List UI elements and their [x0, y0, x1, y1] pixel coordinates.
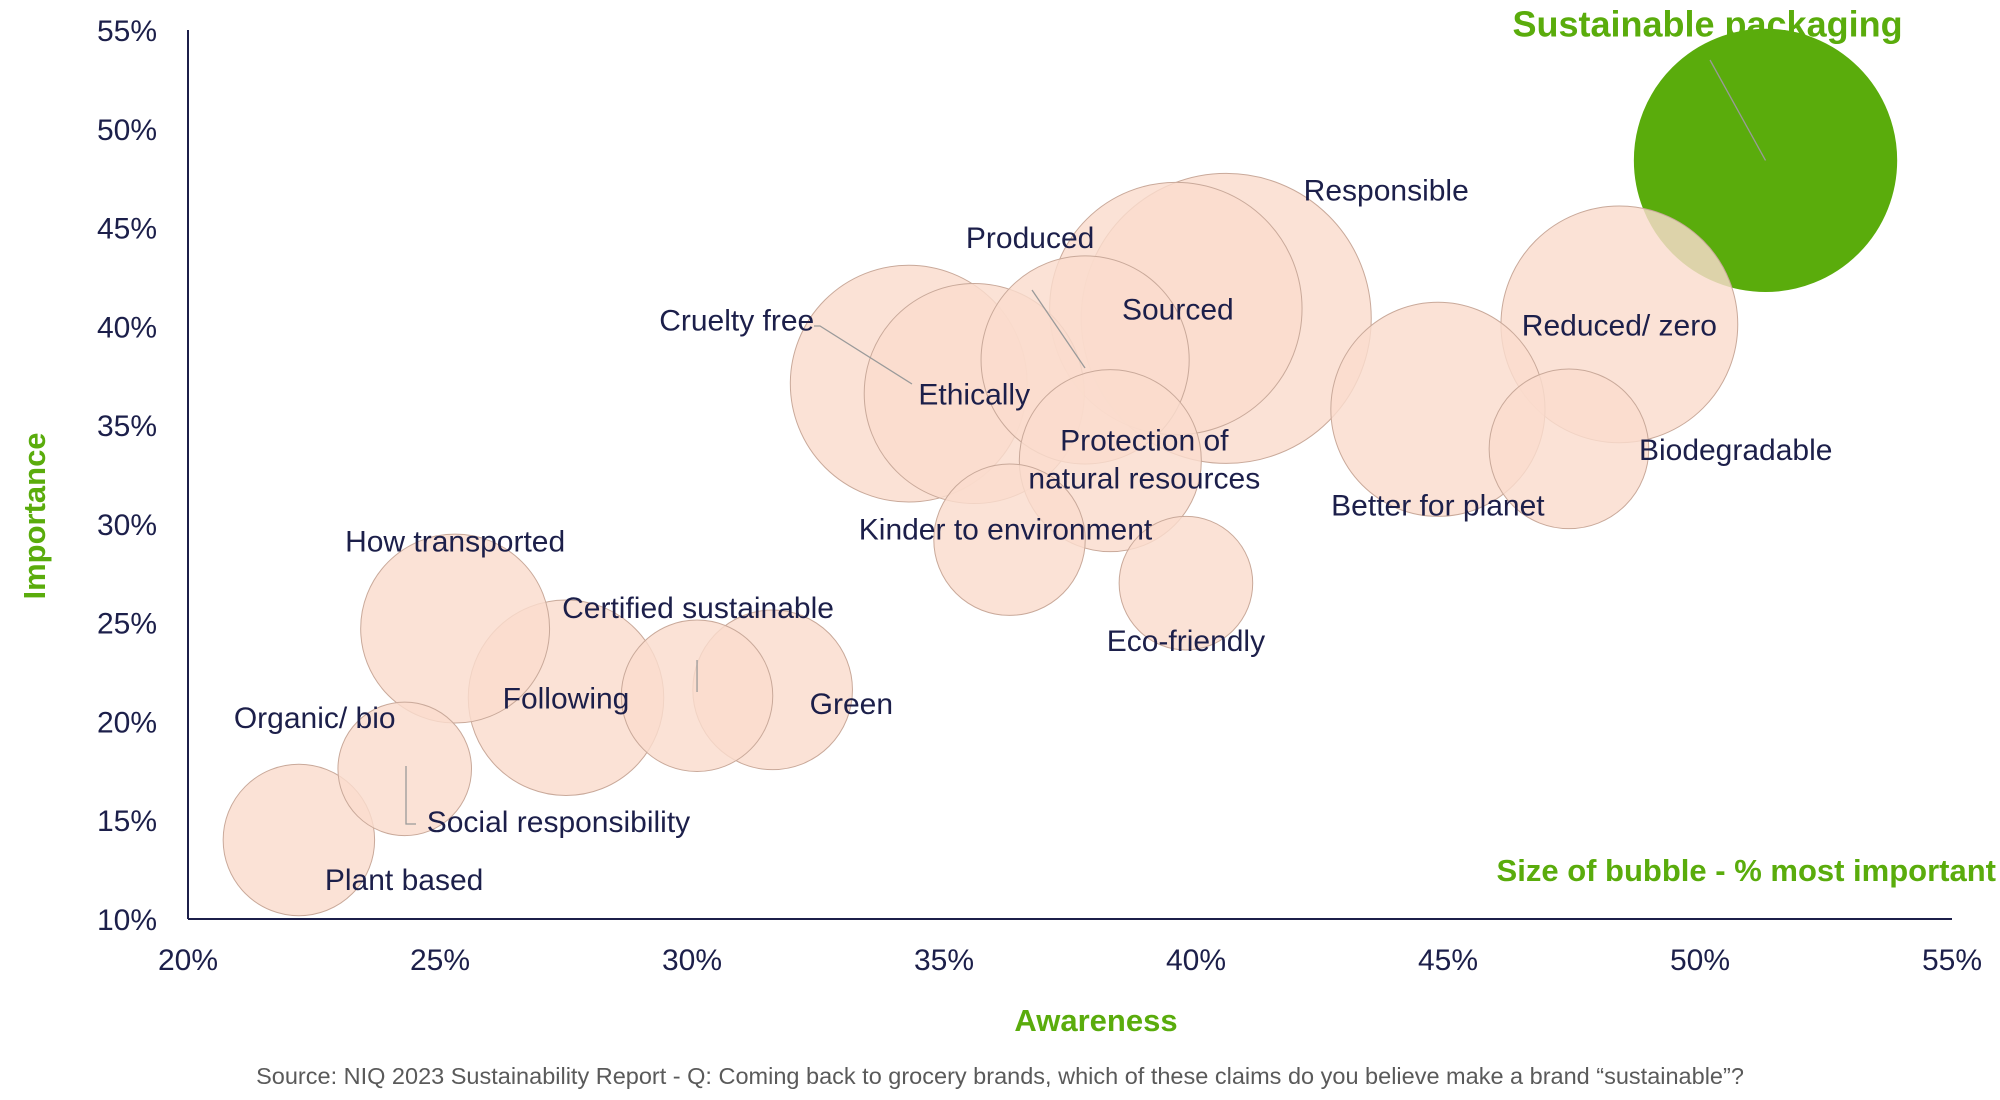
bubble-label-following: Following — [503, 683, 630, 716]
x-tick-label: 35% — [914, 944, 974, 977]
bubble-social-responsibility — [337, 701, 473, 837]
bubble-label-responsible: Responsible — [1304, 174, 1469, 207]
y-axis-title: Importance — [17, 432, 52, 599]
y-tick-labels: 10% 15% 20% 25% 30% 35% 40% 45% 50% 55% — [97, 15, 157, 937]
bubble-biodegradable — [1488, 368, 1650, 530]
bubble-labels: Sustainable packaging Responsible Sourced P… — [234, 3, 1903, 897]
x-tick-label: 20% — [158, 944, 218, 977]
bubble-label-better-for-planet: Better for planet — [1331, 489, 1545, 522]
y-tick-label: 40% — [97, 311, 157, 344]
bubble-layer — [222, 28, 1898, 917]
x-tick-label: 50% — [1670, 944, 1730, 977]
bubble-label-biodegradable: Biodegradable — [1639, 434, 1833, 467]
leader-line-social-responsibility — [405, 766, 416, 825]
bubble-size-note: Size of bubble - % most important — [1497, 853, 1996, 888]
y-tick-label: 55% — [97, 15, 157, 48]
bubble-label-kinder-to-environment: Kinder to environment — [859, 514, 1153, 547]
bubble-label-how-transported: How transported — [345, 526, 565, 559]
leader-line-cruelty-free — [814, 325, 913, 385]
leader-line-produced — [1031, 289, 1086, 369]
bubble-label-protection-of-natural-resources: Protection of natural resources — [1028, 425, 1260, 496]
bubble-label-cruelty-free: Cruelty free — [659, 305, 814, 338]
bubble-eco-friendly — [1118, 515, 1254, 651]
bubble-how-transported — [360, 533, 551, 724]
x-tick-label: 30% — [662, 944, 722, 977]
x-tick-labels: 20% 25% 30% 35% 40% 45% 50% 55% — [158, 944, 1982, 977]
x-axis-title: Awareness — [1014, 1003, 1177, 1038]
bubble-label-sourced: Sourced — [1122, 294, 1234, 327]
leader-line-layer — [405, 59, 1767, 825]
y-tick-label: 50% — [97, 114, 157, 147]
bubble-kinder-to-environment — [933, 463, 1086, 616]
bubble-label-produced: Produced — [966, 222, 1094, 255]
y-tick-label: 10% — [97, 904, 157, 937]
y-tick-label: 25% — [97, 608, 157, 641]
bubble-label-certified-sustainable: Certified sustainable — [562, 592, 834, 625]
y-tick-label: 45% — [97, 213, 157, 246]
bubble-plant-based — [222, 763, 376, 917]
x-tick-label: 55% — [1922, 944, 1982, 977]
bubble-certified-sustainable — [620, 619, 774, 772]
y-tick-label: 20% — [97, 706, 157, 739]
y-tick-label: 30% — [97, 509, 157, 542]
leader-line-sustainable-packaging — [1709, 59, 1767, 161]
x-tick-label: 25% — [410, 944, 470, 977]
x-tick-label: 45% — [1418, 944, 1478, 977]
bubble-label-plant-based: Plant based — [325, 864, 483, 897]
x-tick-label: 40% — [1166, 944, 1226, 977]
bubble-label-ethically: Ethically — [918, 379, 1030, 412]
bubble-label-green: Green — [810, 688, 893, 721]
y-tick-label: 35% — [97, 410, 157, 443]
bubble-label-social-responsibility: Social responsibility — [427, 806, 690, 839]
bubble-label-eco-friendly: Eco-friendly — [1107, 625, 1265, 658]
y-tick-label: 15% — [97, 805, 157, 838]
bubble-label-reduced-zero: Reduced/ zero — [1522, 309, 1717, 342]
source-note: Source: NIQ 2023 Sustainability Report -… — [256, 1063, 1744, 1089]
bubble-label-sustainable-packaging: Sustainable packaging — [1512, 3, 1902, 44]
bubble-label-organic-bio: Organic/ bio — [234, 702, 396, 735]
